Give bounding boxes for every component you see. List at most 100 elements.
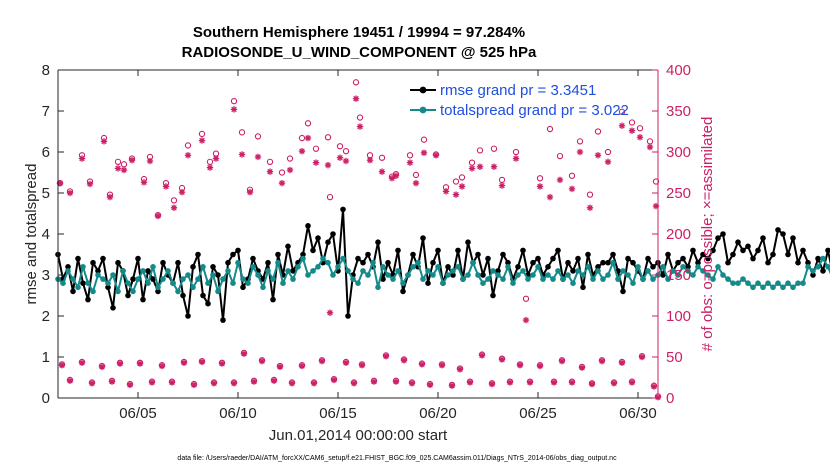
spread-point-63 <box>370 259 376 266</box>
obs-possible-marker-36 <box>378 154 386 161</box>
spread-point-138 <box>745 280 751 287</box>
spread-point-96 <box>535 264 541 270</box>
obs-low-assimilated-marker-32 <box>382 352 390 360</box>
obs-low-assimilated-marker-43 <box>488 380 496 388</box>
rmse-point-19 <box>150 276 156 282</box>
obs-assimilated-marker-61 <box>628 127 636 134</box>
obs-assimilated-marker-28 <box>312 159 320 166</box>
obs-assimilated-marker-1 <box>66 189 74 197</box>
obs-possible-marker-33 <box>352 79 360 86</box>
spread-point-12 <box>115 288 121 295</box>
rmse-point-71 <box>410 251 416 258</box>
rmse-point-78 <box>445 264 451 270</box>
obs-low-assimilated-marker-13 <box>190 381 198 389</box>
y-tick-label-7: 7 <box>42 103 50 120</box>
obs-possible-marker-61 <box>628 119 636 126</box>
obs-assimilated-marker-6 <box>114 165 122 172</box>
spread-point-134 <box>725 276 731 282</box>
spread-point-66 <box>385 272 391 278</box>
spread-point-58 <box>345 268 351 274</box>
rmse-point-24 <box>175 259 181 266</box>
spread-point-122 <box>665 276 671 282</box>
obs-possible-marker-58 <box>594 128 602 135</box>
obs-assimilated-marker-2 <box>78 155 86 162</box>
rmse-point-3 <box>70 288 76 295</box>
rmse-point-14 <box>125 292 131 299</box>
obs-low-assimilated-marker-48 <box>536 362 544 370</box>
data-file-footer: data file: /Users/raeder/DAI/ATM_forcXX/… <box>177 455 617 462</box>
spread-point-7 <box>90 288 96 295</box>
x-tick-label-0: 06/05 <box>119 405 157 422</box>
spread-point-69 <box>400 280 406 287</box>
obs-low-assimilated-marker-10 <box>158 362 166 370</box>
spread-point-48 <box>295 264 301 270</box>
spread-point-105 <box>580 272 586 278</box>
obs-assimilated-marker-52 <box>536 183 544 190</box>
spread-point-2 <box>65 268 71 274</box>
rmse-point-6 <box>85 296 91 303</box>
spread-point-34 <box>225 268 231 274</box>
spread-point-5 <box>80 264 86 270</box>
rmse-point-25 <box>180 292 186 299</box>
rmse-point-126 <box>685 264 691 270</box>
obs-low-assimilated-marker-44 <box>498 356 506 363</box>
obs-low-assimilated-marker-14 <box>198 358 206 366</box>
obs-low-assimilated-marker-7 <box>126 381 134 389</box>
obs-low-assimilated-marker-22 <box>276 363 284 371</box>
spread-point-14 <box>125 280 131 287</box>
spread-point-141 <box>760 284 766 291</box>
rmse-point-20 <box>155 288 161 295</box>
obs-possible-marker-13 <box>170 197 178 204</box>
obs-low-assimilated-marker-17 <box>230 380 238 387</box>
spread-point-89 <box>500 276 506 282</box>
obs-low-assimilated-marker-45 <box>506 379 514 386</box>
obs-low-assimilated-marker-56 <box>618 359 626 366</box>
spread-point-91 <box>510 280 516 287</box>
obs-assimilated-marker-13 <box>170 204 178 211</box>
rmse-point-55 <box>330 231 336 237</box>
spread-point-42 <box>265 268 271 274</box>
obs-assimilated-marker-20 <box>238 151 246 158</box>
spread-point-23 <box>170 280 176 287</box>
spread-point-101 <box>560 276 566 282</box>
rmse-point-86 <box>485 255 491 262</box>
spread-point-22 <box>165 268 171 274</box>
rmse-point-148 <box>795 259 801 266</box>
y-right-tick-label-3: 150 <box>666 267 691 284</box>
obs-possible-marker-45 <box>458 174 466 181</box>
obs-low-assimilated-marker-19 <box>250 378 258 385</box>
obs-possible-marker-23 <box>266 158 274 165</box>
obs-low-assimilated-marker-12 <box>180 359 188 366</box>
obs-possible-marker-52 <box>536 175 544 182</box>
obs-assimilated-marker-51 <box>522 316 530 324</box>
legend-spread-marker <box>419 106 427 114</box>
spread-point-84 <box>475 272 481 278</box>
obs-assimilated-marker-56 <box>576 148 584 156</box>
rmse-point-46 <box>285 243 291 250</box>
rmse-point-57 <box>340 206 346 213</box>
rmse-point-75 <box>430 259 436 266</box>
rmse-point-8 <box>95 268 101 274</box>
spread-point-93 <box>520 268 526 274</box>
spread-point-70 <box>405 272 411 278</box>
obs-possible-marker-26 <box>298 134 306 142</box>
obs-assimilated-marker-7 <box>120 166 128 174</box>
obs-possible-marker-40 <box>412 171 420 179</box>
rmse-point-87 <box>490 292 496 299</box>
obs-possible-marker-54 <box>556 152 564 160</box>
obs-low-assimilated-marker-52 <box>578 364 586 371</box>
rmse-point-58 <box>345 313 351 319</box>
legend-spread-label: totalspread grand pr = 3.022 <box>440 102 629 119</box>
spread-point-75 <box>430 272 436 278</box>
obs-assimilated-marker-57 <box>586 204 594 211</box>
rmse-point-145 <box>780 231 786 237</box>
rmse-point-127 <box>690 247 696 254</box>
rmse-point-37 <box>240 284 246 291</box>
spread-point-64 <box>375 284 381 291</box>
rmse-point-88 <box>495 268 501 274</box>
spread-point-15 <box>130 288 136 295</box>
rmse-point-66 <box>385 259 391 266</box>
rmse-point-140 <box>755 247 761 254</box>
spread-point-103 <box>570 280 576 287</box>
obs-assimilated-marker-26 <box>298 147 306 155</box>
